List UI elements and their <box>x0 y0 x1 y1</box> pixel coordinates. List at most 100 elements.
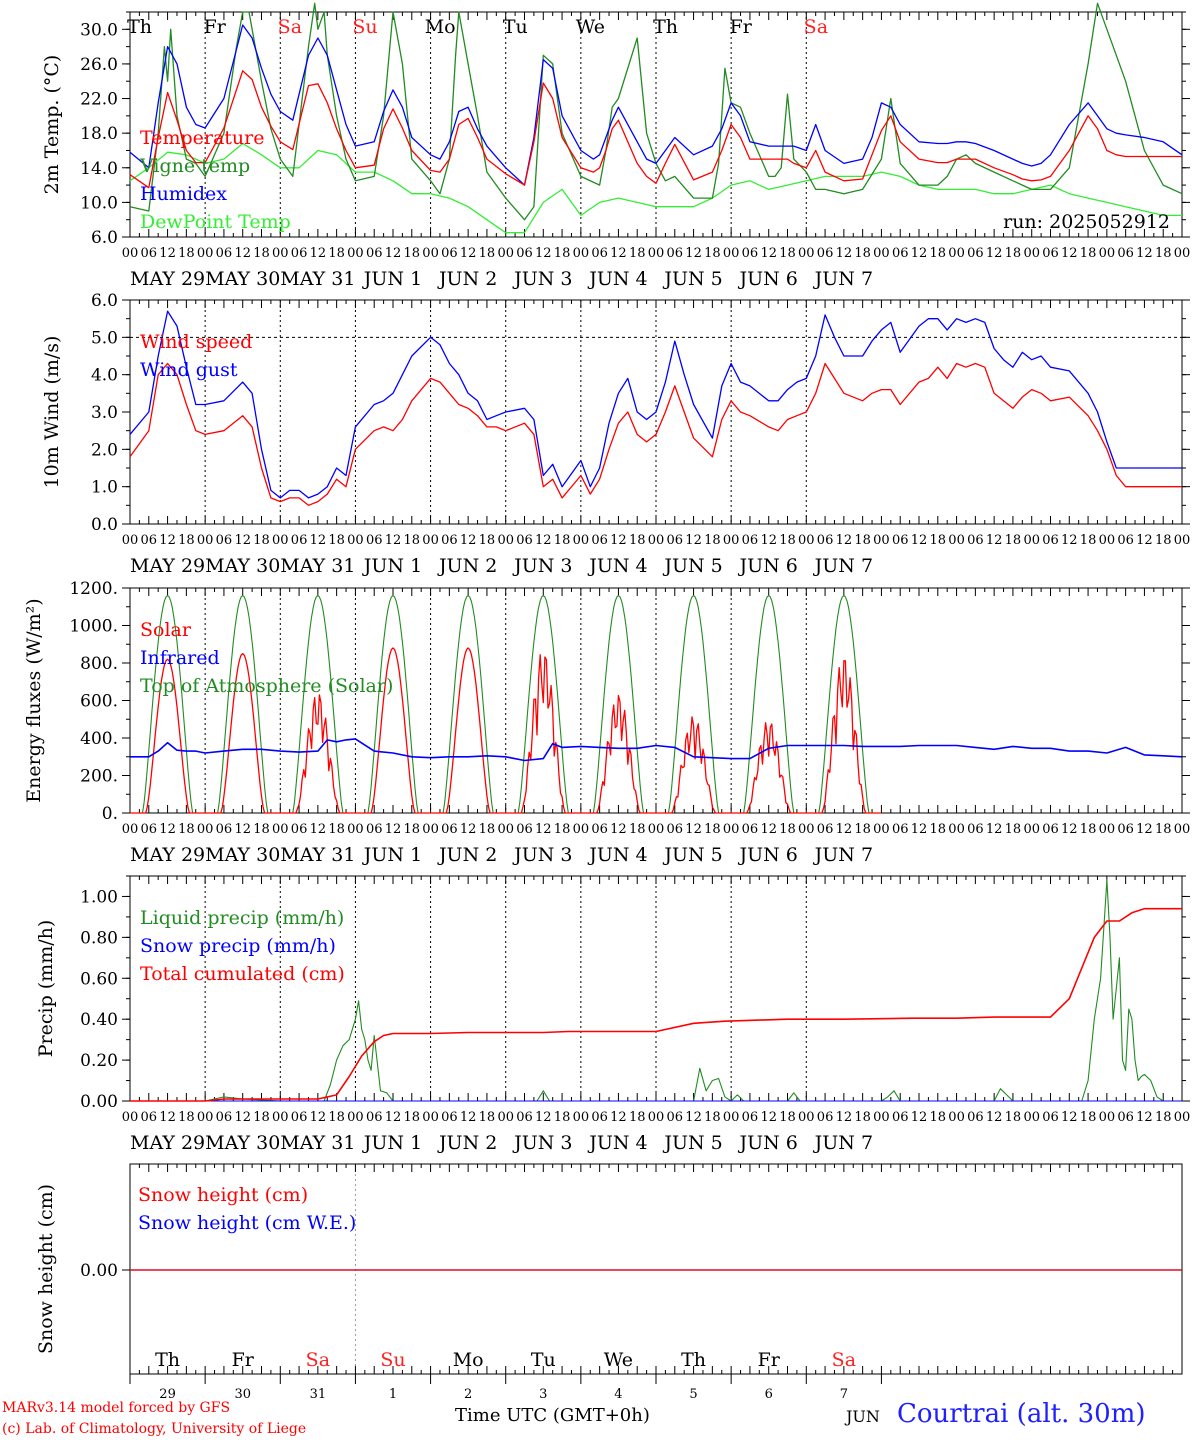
y-tick-label: 1.00 <box>80 887 118 907</box>
hour-tick-label: 12 <box>986 822 1003 837</box>
hour-tick-label: 00 <box>948 822 965 837</box>
hour-tick-label: 18 <box>930 1110 947 1125</box>
hour-tick-label: 06 <box>742 822 759 837</box>
hour-tick-label: 00 <box>723 246 740 261</box>
series-line-liquid-precip-mm-h <box>130 879 1182 1102</box>
date-label: JUN 1 <box>362 844 422 866</box>
date-label: JUN 7 <box>813 268 873 290</box>
hour-tick-label: 00 <box>873 246 890 261</box>
weekday-label: Fr <box>730 16 753 38</box>
hour-tick-label: 00 <box>798 246 815 261</box>
hour-tick-label: 12 <box>159 246 176 261</box>
date-label: JUN 5 <box>662 268 722 290</box>
hour-tick-label: 06 <box>817 822 834 837</box>
hour-tick-label: 00 <box>272 246 289 261</box>
y-tick-label: 0.60 <box>80 969 118 989</box>
hour-tick-label: 06 <box>817 246 834 261</box>
day-number-label: 29 <box>159 1387 176 1402</box>
date-label: JUN 4 <box>587 1132 647 1154</box>
hour-tick-label: 00 <box>1023 1110 1040 1125</box>
hour-tick-label: 12 <box>836 822 853 837</box>
date-label: JUN 5 <box>662 555 722 577</box>
weekday-label: Th <box>681 1349 706 1371</box>
date-label: MAY 30 <box>205 844 280 866</box>
hour-tick-label: 06 <box>141 533 158 548</box>
hour-tick-label: 18 <box>554 1110 571 1125</box>
date-label: MAY 31 <box>280 1132 355 1154</box>
hour-tick-label: 12 <box>610 246 627 261</box>
station-name: Courtrai (alt. 30m) <box>897 1399 1146 1429</box>
run-label: run: 2025052912 <box>1003 211 1170 233</box>
date-label: JUN 3 <box>512 844 572 866</box>
day-number-label: 2 <box>464 1387 472 1402</box>
hour-tick-label: 12 <box>1136 1110 1153 1125</box>
hour-tick-label: 12 <box>159 533 176 548</box>
hour-tick-label: 00 <box>1099 822 1116 837</box>
y-axis-label: Precip (mm/h) <box>35 920 57 1058</box>
hour-tick-label: 06 <box>1117 246 1134 261</box>
day-number-label: 31 <box>310 1387 327 1402</box>
model-credit: MARv3.14 model forced by GFS <box>2 1400 231 1416</box>
hour-tick-label: 00 <box>1023 246 1040 261</box>
hour-tick-label: 12 <box>986 1110 1003 1125</box>
legend-snow-height-cm: Snow height (cm) <box>138 1184 308 1206</box>
hour-tick-label: 06 <box>742 1110 759 1125</box>
hour-tick-label: 12 <box>234 1110 251 1125</box>
hour-tick-label: 18 <box>1005 246 1022 261</box>
y-tick-label: 400. <box>80 729 118 749</box>
hour-tick-label: 00 <box>723 533 740 548</box>
hour-tick-label: 06 <box>516 533 533 548</box>
y-tick-label: 30.0 <box>80 20 118 40</box>
y-tick-label: 600. <box>80 692 118 712</box>
hour-tick-label: 06 <box>141 822 158 837</box>
y-tick-label: 3.0 <box>91 403 118 423</box>
hour-tick-label: 12 <box>535 246 552 261</box>
hour-tick-label: 06 <box>441 822 458 837</box>
hour-tick-label: 00 <box>573 822 590 837</box>
weekday-label: Tu <box>503 16 528 38</box>
date-label: JUN 1 <box>362 268 422 290</box>
hour-tick-label: 00 <box>272 822 289 837</box>
hour-tick-label: 12 <box>610 533 627 548</box>
y-axis-label: 2m Temp. (°C) <box>41 55 63 195</box>
hour-tick-label: 00 <box>948 246 965 261</box>
hour-tick-label: 00 <box>347 822 364 837</box>
y-tick-label: 6.0 <box>91 228 118 248</box>
hour-tick-label: 00 <box>497 533 514 548</box>
date-label: MAY 31 <box>280 844 355 866</box>
weekday-label: Th <box>653 16 678 38</box>
hour-tick-label: 00 <box>422 533 439 548</box>
weekday-label: Fr <box>204 16 227 38</box>
hour-tick-label: 18 <box>779 246 796 261</box>
hour-tick-label: 00 <box>347 246 364 261</box>
hour-tick-label: 06 <box>366 822 383 837</box>
date-label: JUN 6 <box>738 555 798 577</box>
hour-tick-label: 00 <box>1099 533 1116 548</box>
weekday-label: Su <box>352 16 377 38</box>
date-label: JUN 4 <box>587 268 647 290</box>
hour-tick-label: 06 <box>291 1110 308 1125</box>
hour-tick-label: 12 <box>685 246 702 261</box>
hour-tick-label: 00 <box>648 246 665 261</box>
hour-tick-label: 12 <box>385 246 402 261</box>
y-axis-label: Snow height (cm) <box>35 1184 57 1354</box>
hour-tick-label: 12 <box>460 822 477 837</box>
y-tick-label: 0.0 <box>91 515 118 535</box>
hour-tick-label: 06 <box>742 246 759 261</box>
hour-tick-label: 18 <box>704 822 721 837</box>
hour-tick-label: 12 <box>159 1110 176 1125</box>
hour-tick-label: 18 <box>404 533 421 548</box>
legend-total-cumulated-cm: Total cumulated (cm) <box>140 963 345 985</box>
legend-snow-height-cm-w-e: Snow height (cm W.E.) <box>138 1212 356 1234</box>
hour-tick-label: 12 <box>911 822 928 837</box>
hour-tick-label: 00 <box>497 1110 514 1125</box>
hour-tick-label: 18 <box>328 246 345 261</box>
hour-tick-label: 00 <box>573 533 590 548</box>
weekday-label: We <box>604 1349 633 1371</box>
y-tick-label: 4.0 <box>91 366 118 386</box>
weekday-label: Fr <box>758 1349 781 1371</box>
day-number-label: 30 <box>234 1387 251 1402</box>
weekday-label: Mo <box>453 1349 484 1371</box>
hour-tick-label: 00 <box>347 1110 364 1125</box>
y-tick-label: 0.00 <box>80 1092 118 1112</box>
